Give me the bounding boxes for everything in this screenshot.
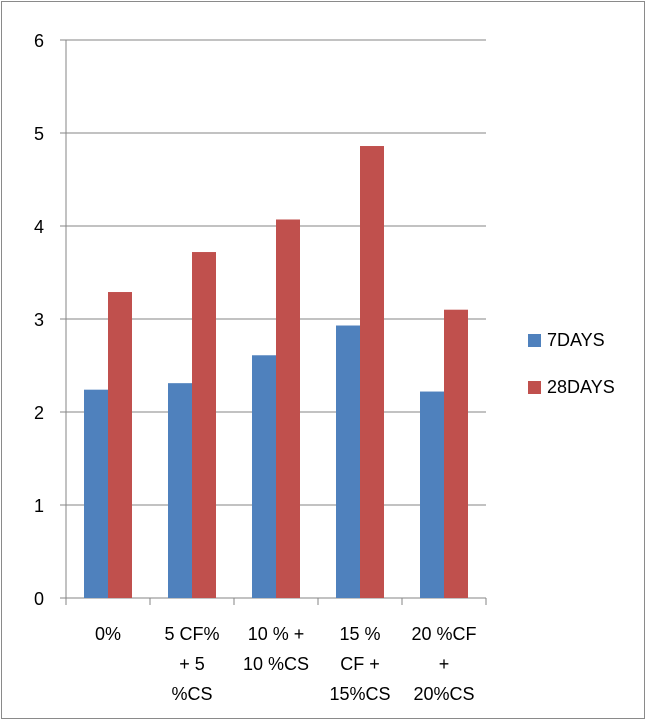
- x-tick-label-line: 20%CS: [413, 684, 474, 704]
- x-tick-label-line: 20 %CF: [411, 624, 476, 644]
- y-tick-label: 2: [34, 403, 44, 423]
- legend-swatch: [528, 381, 541, 394]
- y-tick-label: 3: [34, 310, 44, 330]
- legend-label: 28DAYS: [547, 377, 615, 397]
- bar-7days: [168, 383, 192, 598]
- x-tick-label-line: %CS: [171, 684, 212, 704]
- y-tick-label: 6: [34, 31, 44, 51]
- x-tick-label-line: 10 %CS: [243, 654, 309, 674]
- x-tick-label-line: 15 %: [339, 624, 380, 644]
- bar-28days: [444, 309, 468, 598]
- bar-7days: [336, 325, 360, 598]
- bar-28days: [192, 252, 216, 599]
- legend-swatch: [528, 334, 541, 347]
- bar-7days: [84, 389, 108, 598]
- y-tick-label: 5: [34, 124, 44, 144]
- x-tick-label-line: + 5: [179, 654, 205, 674]
- x-tick-label: 20 %CF +20%CS: [411, 624, 476, 704]
- x-tick-label-line: 0%: [95, 624, 121, 644]
- legend-label: 7DAYS: [547, 330, 605, 350]
- y-tick-label: 1: [34, 496, 44, 516]
- bar-7days: [420, 391, 444, 598]
- y-tick-label: 4: [34, 217, 44, 237]
- bar-28days: [108, 292, 132, 598]
- x-tick-label: 10 % + 10 %CS: [243, 624, 309, 674]
- x-tick-label: 15 % CF + 15%CS: [329, 624, 390, 704]
- x-tick-label: 0%: [95, 624, 121, 644]
- bar-28days: [360, 146, 384, 598]
- x-tick-label-line: 10 % +: [248, 624, 305, 644]
- bar-7days: [252, 355, 276, 598]
- y-tick-label: 0: [34, 589, 44, 609]
- x-tick-label-line: 5 CF%: [164, 624, 219, 644]
- bar-28days: [276, 219, 300, 599]
- x-tick-label-line: CF +: [340, 654, 380, 674]
- x-tick-label-line: 15%CS: [329, 684, 390, 704]
- x-tick-label-line: +: [439, 654, 450, 674]
- x-tick-label: 5 CF% + 5 %CS: [164, 624, 219, 704]
